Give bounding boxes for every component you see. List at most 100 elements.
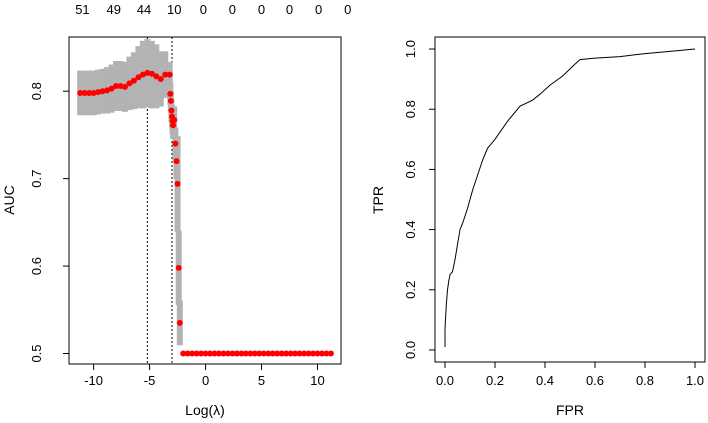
right-y-tick-label-2: 0.4 — [403, 221, 418, 239]
auc-point-26 — [170, 122, 177, 129]
auc-point-57 — [287, 350, 294, 357]
top-count-label-9: 0 — [344, 2, 351, 17]
left-x-tick-label-1: -5 — [144, 373, 156, 388]
auc-point-17 — [153, 73, 160, 80]
right-x-axis: 0.0 0.2 0.4 0.6 0.8 1.0 — [436, 361, 704, 388]
auc-point-4 — [95, 89, 102, 96]
roc-line — [444, 48, 696, 347]
auc-point-38 — [202, 350, 209, 357]
auc-point-16 — [148, 70, 155, 77]
auc-point-44 — [229, 350, 236, 357]
right-y-tick-label-5: 1.0 — [403, 40, 418, 58]
top-count-label-1: 49 — [107, 2, 121, 17]
auc-point-3 — [90, 89, 97, 96]
auc-point-54 — [274, 350, 281, 357]
right-x-tick-label-3: 0.6 — [586, 373, 604, 388]
top-count-label-5: 0 — [229, 2, 236, 17]
auc-point-20 — [166, 71, 173, 78]
auc-point-36 — [193, 350, 200, 357]
auc-point-59 — [296, 350, 303, 357]
right-x-axis-title: FPR — [556, 402, 584, 418]
top-count-label-7: 0 — [286, 2, 293, 17]
right-y-tick-label-3: 0.6 — [403, 160, 418, 178]
top-count-label-4: 0 — [200, 2, 207, 17]
right-x-tick-label-1: 0.2 — [486, 373, 504, 388]
auc-point-56 — [283, 350, 290, 357]
auc-point-66 — [327, 350, 334, 357]
auc-point-32 — [176, 319, 183, 326]
auc-point-13 — [135, 74, 142, 81]
right-x-tick-label-0: 0.0 — [436, 373, 454, 388]
left-y-tick-label-2: 0.7 — [29, 170, 44, 188]
auc-point-31 — [175, 264, 182, 271]
auc-point-62 — [310, 350, 317, 357]
left-y-tick-label-0: 0.5 — [29, 344, 44, 362]
left-x-tick-label-4: 10 — [310, 373, 324, 388]
auc-point-43 — [224, 350, 231, 357]
auc-point-7 — [108, 85, 115, 92]
auc-point-18 — [157, 75, 164, 82]
auc-point-2 — [86, 89, 93, 96]
left-y-tick-label-1: 0.6 — [29, 257, 44, 275]
top-count-label-3: 10 — [167, 2, 181, 17]
auc-point-11 — [126, 80, 133, 87]
left-x-tick-label-0: -10 — [84, 373, 103, 388]
auc-point-49 — [251, 350, 258, 357]
auc-point-10 — [121, 83, 128, 90]
left-y-axis: 0.5 0.6 0.7 0.8 — [29, 82, 70, 363]
auc-point-61 — [305, 350, 312, 357]
auc-cv-panel: -10 -5 0 5 10 0.5 0.6 0.7 0.8 51 49 44 10 0 0 0 0 0 0 Lo… — [1, 2, 351, 418]
auc-point-0 — [77, 89, 84, 96]
left-x-axis: -10 -5 0 5 10 — [84, 363, 325, 388]
top-count-label-0: 51 — [75, 2, 89, 17]
auc-point-22 — [167, 97, 174, 104]
right-y-tick-label-4: 0.8 — [403, 100, 418, 118]
auc-point-46 — [238, 350, 245, 357]
auc-point-48 — [247, 350, 254, 357]
auc-point-41 — [215, 350, 222, 357]
auc-point-8 — [113, 82, 120, 89]
left-reference-lines — [146, 37, 173, 364]
right-y-axis: 0.0 0.2 0.4 0.6 0.8 1.0 — [403, 40, 436, 359]
auc-point-52 — [265, 350, 272, 357]
auc-point-60 — [301, 350, 308, 357]
auc-point-33 — [180, 350, 187, 357]
auc-point-23 — [168, 107, 175, 114]
auc-point-35 — [189, 350, 196, 357]
left-top-axis-labels: 51 49 44 10 0 0 0 0 0 0 — [75, 2, 351, 17]
auc-point-12 — [130, 77, 137, 84]
auc-point-40 — [211, 350, 218, 357]
auc-point-30 — [174, 180, 181, 187]
auc-point-45 — [233, 350, 240, 357]
right-plot-frame — [434, 36, 706, 363]
left-points — [77, 69, 334, 357]
right-y-axis-title: TPR — [370, 186, 386, 214]
right-y-tick-label-0: 0.0 — [403, 341, 418, 359]
auc-point-64 — [318, 350, 325, 357]
auc-point-27 — [171, 117, 178, 124]
auc-point-28 — [172, 140, 179, 147]
auc-point-63 — [314, 350, 321, 357]
auc-point-1 — [81, 89, 88, 96]
left-x-tick-label-3: 5 — [258, 373, 265, 388]
right-x-tick-label-4: 0.8 — [636, 373, 654, 388]
roc-curve — [444, 48, 696, 347]
left-x-tick-label-2: 0 — [202, 373, 209, 388]
auc-point-51 — [260, 350, 267, 357]
auc-point-21 — [167, 90, 174, 97]
auc-point-65 — [323, 350, 330, 357]
left-y-axis-title: AUC — [1, 185, 17, 215]
auc-point-19 — [162, 71, 169, 78]
roc-panel: 0.0 0.2 0.4 0.6 0.8 1.0 0.0 0.2 0.4 0.6 0.8 1.0 FP… — [370, 36, 706, 418]
top-count-label-6: 0 — [258, 2, 265, 17]
auc-point-29 — [173, 158, 180, 165]
auc-point-5 — [99, 88, 106, 95]
left-y-tick-label-3: 0.8 — [29, 82, 44, 100]
auc-point-39 — [207, 350, 214, 357]
auc-point-42 — [220, 350, 227, 357]
auc-point-58 — [292, 350, 299, 357]
right-x-tick-label-5: 1.0 — [686, 373, 704, 388]
right-y-tick-label-1: 0.2 — [403, 281, 418, 299]
auc-point-34 — [184, 350, 191, 357]
